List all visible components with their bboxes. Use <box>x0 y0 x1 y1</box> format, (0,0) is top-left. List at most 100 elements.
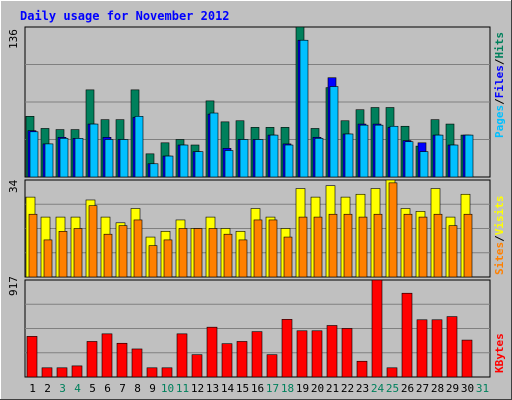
bar-kbytes <box>416 319 428 378</box>
legend-pages-files-hits: Pages/Files/Hits <box>493 32 506 138</box>
bar-sites <box>448 225 458 278</box>
bar-pages <box>119 139 129 178</box>
legend-kbytes: KBytes <box>493 333 506 373</box>
day-label: 29 <box>446 382 459 395</box>
bar-pages <box>344 133 354 178</box>
bar-kbytes <box>41 367 53 378</box>
bar-layer <box>25 26 474 378</box>
day-label: 6 <box>104 382 111 395</box>
bar-pages <box>464 134 474 178</box>
bar-sites <box>283 236 293 278</box>
bar-pages <box>134 116 144 178</box>
bar-kbytes <box>266 354 278 378</box>
bar-kbytes <box>446 316 458 378</box>
x-axis-day-labels: 1 2 3 4 5 6 7 8 9 10 11 12 13 14 15 16 17 18 19 20 21 22 23 24 2… <box>29 382 489 395</box>
bar-sites <box>208 228 218 278</box>
bar-pages <box>89 123 99 178</box>
bar-sites <box>118 225 128 278</box>
bar-pages <box>449 144 459 178</box>
day-label: 2 <box>44 382 51 395</box>
bar-kbytes <box>236 341 248 378</box>
legend-hits: Hits <box>493 32 506 59</box>
day-label: 21 <box>326 382 339 395</box>
bar-pages <box>269 134 279 178</box>
day-label: 1 <box>29 382 36 395</box>
bar-kbytes <box>296 330 308 378</box>
bar-kbytes <box>146 367 158 378</box>
bar-sites <box>433 213 443 278</box>
bar-sites <box>253 219 263 278</box>
day-label: 24 <box>371 382 385 395</box>
bar-kbytes <box>131 348 143 378</box>
bar-sites <box>28 213 38 278</box>
bar-sites <box>88 205 98 278</box>
bar-sites <box>103 233 113 278</box>
day-label: 23 <box>356 382 369 395</box>
day-label: 15 <box>236 382 249 395</box>
day-label: 28 <box>431 382 444 395</box>
chart-title: Daily usage for November 2012 <box>20 9 230 23</box>
legend-pages: Pages <box>493 105 506 138</box>
bar-sites <box>463 213 473 278</box>
panel3-max-label: 917 <box>7 276 20 296</box>
day-label: 17 <box>266 382 279 395</box>
bar-sites <box>73 228 83 278</box>
bar-sites <box>238 239 248 278</box>
bar-sites <box>178 228 188 278</box>
day-label: 4 <box>74 382 81 395</box>
bar-pages <box>179 144 189 178</box>
day-label: 26 <box>401 382 414 395</box>
day-label: 22 <box>341 382 354 395</box>
bar-sites <box>298 216 308 278</box>
day-label: 10 <box>161 382 174 395</box>
bar-pages <box>239 139 249 178</box>
bar-sites <box>43 239 53 278</box>
legend-visits: Visits <box>493 196 506 236</box>
bar-kbytes <box>326 325 338 378</box>
day-label: 13 <box>206 382 219 395</box>
bar-sites <box>133 219 143 278</box>
bar-pages <box>404 141 414 178</box>
day-label: 8 <box>134 382 141 395</box>
bar-pages <box>254 139 264 178</box>
bar-sites <box>268 219 278 278</box>
day-label: 11 <box>176 382 189 395</box>
bar-kbytes <box>176 333 188 378</box>
bar-kbytes <box>56 367 68 378</box>
day-label: 7 <box>119 382 126 395</box>
bar-sites <box>373 213 383 278</box>
day-label: 30 <box>461 382 474 395</box>
legend-files: Files <box>493 65 506 98</box>
bar-sites <box>148 245 158 278</box>
bar-kbytes <box>101 333 113 378</box>
day-label: 18 <box>281 382 294 395</box>
bar-kbytes <box>401 292 413 378</box>
bar-pages <box>299 39 309 178</box>
legend-sites: Sites <box>493 242 506 275</box>
bar-sites <box>388 182 398 278</box>
bar-kbytes <box>71 365 83 378</box>
bar-pages <box>164 155 174 178</box>
bar-pages <box>59 138 69 178</box>
bar-kbytes <box>431 319 443 378</box>
bar-kbytes <box>371 279 383 378</box>
bar-kbytes <box>386 367 398 378</box>
panel1-max-label: 136 <box>7 29 20 49</box>
bar-pages <box>209 112 219 178</box>
bar-sites <box>403 213 413 278</box>
day-label: 19 <box>296 382 309 395</box>
day-label: 5 <box>89 382 96 395</box>
day-label: 27 <box>416 382 429 395</box>
bar-pages <box>374 124 384 178</box>
bar-kbytes <box>191 354 203 378</box>
bar-sites <box>193 228 203 278</box>
legend-separator: / <box>493 235 506 242</box>
bar-kbytes <box>86 341 98 378</box>
bar-pages <box>359 124 369 178</box>
bar-pages <box>44 143 54 178</box>
bar-sites <box>58 231 68 278</box>
bar-pages <box>194 151 204 178</box>
day-label: 25 <box>386 382 399 395</box>
day-label: 12 <box>191 382 204 395</box>
